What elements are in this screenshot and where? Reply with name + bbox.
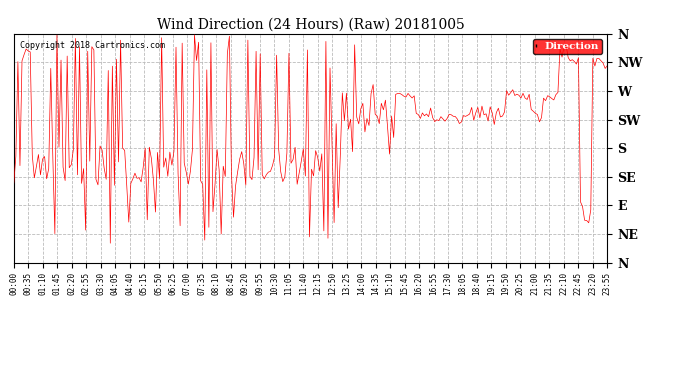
Text: Copyright 2018 Cartronics.com: Copyright 2018 Cartronics.com xyxy=(20,40,165,50)
Legend: Direction: Direction xyxy=(533,39,602,54)
Title: Wind Direction (24 Hours) (Raw) 20181005: Wind Direction (24 Hours) (Raw) 20181005 xyxy=(157,17,464,31)
